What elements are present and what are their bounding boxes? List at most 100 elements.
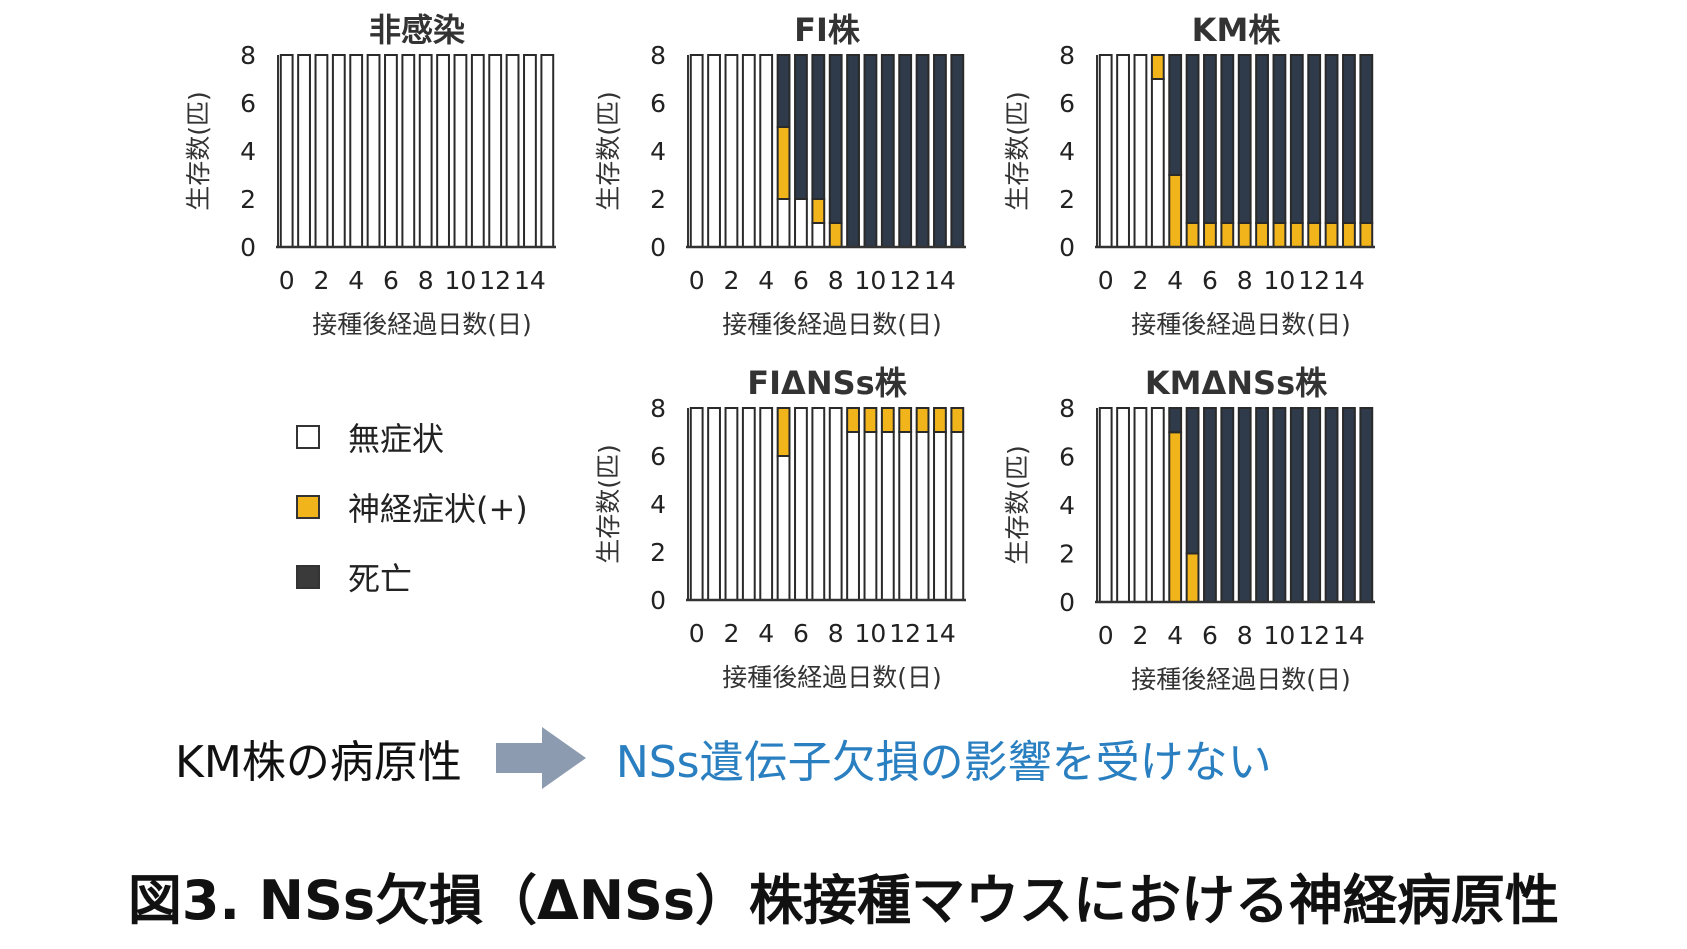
bar-asymptomatic bbox=[1098, 54, 1113, 248]
bar-death bbox=[1168, 407, 1183, 434]
legend-item-asymptomatic: 無症状 bbox=[296, 420, 528, 458]
x-tick-label: 0 bbox=[1098, 266, 1114, 295]
bar-neuro bbox=[950, 407, 965, 433]
bar-asymptomatic bbox=[436, 54, 450, 248]
bar-asymptomatic bbox=[776, 455, 791, 601]
x-tick-label: 2 bbox=[723, 619, 739, 648]
bar-neuro bbox=[1359, 222, 1374, 248]
bar-asymptomatic bbox=[776, 198, 791, 248]
bar-asymptomatic bbox=[794, 407, 808, 601]
x-tick-label: 12 bbox=[889, 266, 921, 295]
bar-asymptomatic bbox=[366, 54, 381, 248]
bar-neuro bbox=[1307, 222, 1322, 248]
y-axis-label: 生存数(匹) bbox=[1003, 91, 1032, 211]
legend: 無症状 神経症状(+) 死亡 bbox=[296, 420, 528, 630]
bar-death bbox=[794, 54, 808, 200]
bar-death bbox=[1168, 54, 1183, 176]
bar-asymptomatic bbox=[915, 431, 930, 601]
bar-death bbox=[1185, 54, 1200, 224]
bar-neuro bbox=[880, 407, 895, 433]
bar-neuro bbox=[1168, 431, 1183, 603]
x-tick-label: 12 bbox=[1298, 621, 1330, 650]
bar-death bbox=[1220, 54, 1235, 224]
y-tick-label: 2 bbox=[240, 185, 256, 214]
bar-neuro bbox=[1324, 222, 1339, 248]
x-tick-label: 6 bbox=[383, 266, 399, 295]
bar-death bbox=[1237, 407, 1252, 603]
x-tick-label: 2 bbox=[313, 266, 329, 295]
x-tick-label: 4 bbox=[758, 266, 774, 295]
chart-title: FIΔNSs株 bbox=[747, 364, 907, 402]
conclusion: KM株の病原性 NSs遺伝子欠損の影響を受けない bbox=[175, 727, 1272, 789]
legend-label: 死亡 bbox=[348, 560, 413, 598]
bar-asymptomatic bbox=[349, 54, 364, 248]
bar-death bbox=[1255, 407, 1269, 603]
bar-asymptomatic bbox=[488, 54, 503, 248]
x-tick-label: 8 bbox=[1237, 266, 1253, 295]
bar-asymptomatic bbox=[689, 407, 704, 601]
bar-death bbox=[1203, 54, 1217, 224]
x-tick-label: 6 bbox=[793, 266, 809, 295]
bar-asymptomatic bbox=[1150, 78, 1165, 248]
bar-neuro bbox=[1185, 552, 1200, 603]
bar-death bbox=[1272, 54, 1287, 224]
y-tick-label: 2 bbox=[1059, 540, 1075, 569]
bar-death bbox=[1342, 54, 1356, 224]
bar-asymptomatic bbox=[384, 54, 398, 248]
bar-asymptomatic bbox=[707, 407, 721, 601]
bar-asymptomatic bbox=[540, 54, 555, 248]
y-tick-label: 2 bbox=[1059, 185, 1075, 214]
bar-asymptomatic bbox=[724, 54, 739, 248]
bar-death bbox=[950, 54, 965, 248]
x-axis-label: 接種後経過日数(日) bbox=[1131, 310, 1351, 339]
y-tick-label: 6 bbox=[650, 89, 666, 118]
bar-asymptomatic bbox=[453, 54, 468, 248]
bar-asymptomatic bbox=[724, 407, 739, 601]
bar-death bbox=[1237, 54, 1252, 224]
bar-asymptomatic bbox=[314, 54, 329, 248]
x-tick-label: 10 bbox=[1264, 621, 1296, 650]
x-axis-label: 接種後経過日数(日) bbox=[722, 310, 942, 339]
bar-death bbox=[776, 54, 791, 128]
y-tick-label: 8 bbox=[1059, 41, 1075, 70]
y-tick-label: 2 bbox=[650, 185, 666, 214]
bar-asymptomatic bbox=[811, 407, 826, 601]
bar-asymptomatic bbox=[1116, 54, 1130, 248]
bar-asymptomatic bbox=[794, 198, 808, 248]
bar-neuro bbox=[1255, 222, 1269, 248]
bar-death bbox=[1307, 407, 1322, 603]
x-tick-label: 12 bbox=[479, 266, 511, 295]
bar-asymptomatic bbox=[898, 431, 913, 601]
y-tick-label: 6 bbox=[240, 89, 256, 118]
x-tick-label: 12 bbox=[889, 619, 921, 648]
bar-asymptomatic bbox=[331, 54, 346, 248]
bar-asymptomatic bbox=[950, 431, 965, 601]
bar-neuro bbox=[863, 407, 878, 433]
y-tick-label: 0 bbox=[1059, 588, 1075, 617]
x-tick-label: 2 bbox=[1132, 621, 1148, 650]
bar-neuro bbox=[776, 407, 791, 457]
y-tick-label: 4 bbox=[1059, 491, 1075, 520]
y-tick-label: 4 bbox=[650, 490, 666, 519]
legend-swatch-neuro bbox=[296, 495, 320, 519]
bar-asymptomatic bbox=[1116, 407, 1130, 603]
y-tick-label: 4 bbox=[240, 137, 256, 166]
x-tick-label: 14 bbox=[1333, 621, 1365, 650]
bar-asymptomatic bbox=[523, 54, 537, 248]
bar-death bbox=[933, 54, 947, 248]
y-tick-label: 6 bbox=[650, 442, 666, 471]
bar-asymptomatic bbox=[707, 54, 721, 248]
bar-asymptomatic bbox=[1133, 54, 1148, 248]
bar-neuro bbox=[828, 222, 843, 248]
bar-death bbox=[811, 54, 826, 200]
y-tick-label: 8 bbox=[1059, 394, 1075, 423]
y-axis-label: 生存数(匹) bbox=[594, 444, 623, 564]
y-tick-label: 8 bbox=[650, 41, 666, 70]
bar-neuro bbox=[846, 407, 860, 433]
